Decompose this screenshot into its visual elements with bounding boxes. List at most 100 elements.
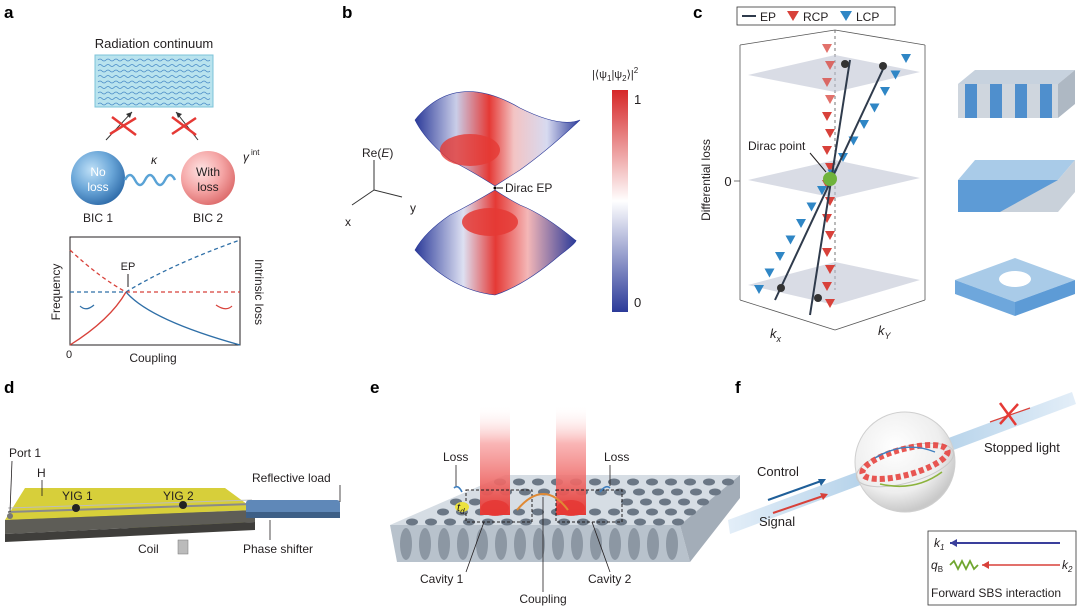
rcp-marker xyxy=(825,299,835,308)
loss-left-label: Loss xyxy=(443,450,468,464)
qb-label: qB xyxy=(931,558,943,574)
lower-energy-surface xyxy=(414,189,577,296)
yig2-sphere xyxy=(179,501,187,509)
hole-cross-section xyxy=(628,528,640,560)
air-hole xyxy=(608,478,620,486)
air-hole xyxy=(672,518,684,526)
radiation-waves xyxy=(97,58,211,106)
radiation-wave xyxy=(97,91,211,95)
ep-label: EP xyxy=(121,261,136,273)
port1-connector xyxy=(7,513,13,519)
intrinsic-loss-axis-label: Intrinsic loss xyxy=(252,259,266,325)
rcp-marker xyxy=(825,231,835,240)
stopped-light-cross-icon xyxy=(998,402,1019,426)
cavity2-label: Cavity 2 xyxy=(588,572,632,586)
legend-rcp-marker xyxy=(787,11,799,21)
loss-branch-blue xyxy=(125,291,241,346)
photonic-slab-side xyxy=(680,475,740,562)
bic2-ball xyxy=(181,151,235,205)
frequency-branch-blue xyxy=(125,239,241,293)
acoustic-circulation-arrow xyxy=(879,471,943,488)
air-hole xyxy=(425,518,437,526)
panel-f-letter: f xyxy=(735,378,741,397)
bic1-label: BIC 1 xyxy=(83,211,113,225)
hole-cross-section xyxy=(438,528,450,560)
lcp-marker xyxy=(817,186,827,195)
ep-point-top-1 xyxy=(841,60,849,68)
air-hole xyxy=(633,488,645,496)
kappa-label: κ xyxy=(151,153,158,167)
panel-c-letter: c xyxy=(693,3,702,22)
ep-point-bottom-1 xyxy=(777,284,785,292)
air-hole xyxy=(513,478,525,486)
air-hole xyxy=(615,518,627,526)
hole-cross-section xyxy=(476,528,488,560)
hole-cross-section xyxy=(552,528,564,560)
phase-shifter-label: Phase shifter xyxy=(243,542,313,556)
h-label: H xyxy=(37,466,46,480)
coil-label: Coil xyxy=(138,542,159,556)
air-hole xyxy=(520,518,532,526)
radiation-wave xyxy=(97,97,211,100)
dirac-ep-label: Dirac EP xyxy=(505,181,552,195)
coupling-axis-label: Coupling xyxy=(129,351,176,365)
lcp-marker xyxy=(754,285,764,294)
sbs-label: Forward SBS interaction xyxy=(931,586,1061,600)
control-label: Control xyxy=(757,464,799,479)
panel-f: f Control Signal Stopped light k1 qB k2 … xyxy=(728,378,1077,606)
rcp-marker xyxy=(825,61,835,70)
arrow-right-red xyxy=(215,304,233,310)
upper-energy-surface xyxy=(414,91,581,187)
grating-structure-icon xyxy=(958,70,1075,118)
colorbar-max-label: 1 xyxy=(634,92,641,107)
transmission-line-upper xyxy=(7,499,253,509)
panel-d: d Port 1 H YIG 1 YIG 2 Reflective load C… xyxy=(4,378,341,556)
lcp-marker xyxy=(775,252,785,261)
zero-label: 0 xyxy=(724,174,731,189)
air-hole xyxy=(646,478,658,486)
hole-cross-section xyxy=(495,528,507,560)
lower-surface-hotspot xyxy=(462,208,518,236)
lcp-marker xyxy=(838,153,848,162)
coil xyxy=(177,539,189,555)
td-marker xyxy=(455,502,469,512)
cavity1-label: Cavity 1 xyxy=(420,572,464,586)
blocked-radiation-right-icon xyxy=(171,111,199,141)
x-axis xyxy=(351,189,375,206)
air-hole xyxy=(519,488,531,496)
hole-cross-section xyxy=(666,528,678,560)
upper-surface-hotspot xyxy=(440,134,500,166)
lcp-marker xyxy=(880,87,890,96)
signal-arrow xyxy=(772,494,827,514)
dirac-point-pointer xyxy=(809,152,827,173)
cavity1-pointer xyxy=(465,521,485,573)
cavity2-outline xyxy=(555,489,623,523)
lcp-marker xyxy=(890,70,901,80)
air-hole xyxy=(690,488,702,496)
panel-b-letter: b xyxy=(342,3,352,22)
td-label: td xyxy=(457,502,465,516)
transmission-line xyxy=(7,503,253,513)
legend-lcp-label: LCP xyxy=(856,10,879,24)
lcp-markers xyxy=(754,54,911,294)
microsphere-resonator xyxy=(854,411,956,513)
dirac-point-label: Dirac point xyxy=(748,139,806,153)
colorbar-min-label: 0 xyxy=(634,295,641,310)
air-hole xyxy=(406,518,418,526)
rcp-marker xyxy=(822,146,832,155)
colorbar xyxy=(612,90,628,312)
rcp-marker xyxy=(822,112,832,121)
yig1-label: YIG 1 xyxy=(62,489,93,503)
ep-plot-frame xyxy=(69,236,241,346)
phase-shifter-shadow xyxy=(246,512,340,518)
rcp-marker xyxy=(822,78,832,87)
hole-cross-section xyxy=(590,528,602,560)
air-hole xyxy=(671,488,683,496)
air-hole xyxy=(653,518,665,526)
gamma-label: γ xyxy=(243,150,250,164)
air-hole xyxy=(634,518,646,526)
lcp-marker xyxy=(806,202,817,212)
air-hole xyxy=(684,508,696,516)
legend-ep-label: EP xyxy=(760,10,776,24)
